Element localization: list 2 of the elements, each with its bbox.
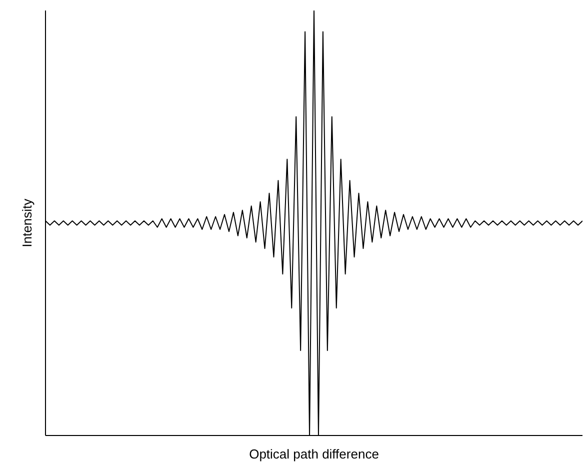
x-axis-title: Optical path difference <box>249 446 379 462</box>
y-axis-title: Intensity <box>20 198 34 248</box>
